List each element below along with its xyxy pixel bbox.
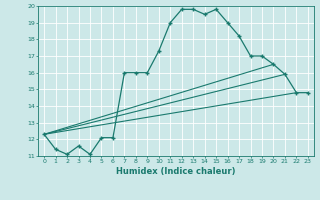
X-axis label: Humidex (Indice chaleur): Humidex (Indice chaleur) <box>116 167 236 176</box>
